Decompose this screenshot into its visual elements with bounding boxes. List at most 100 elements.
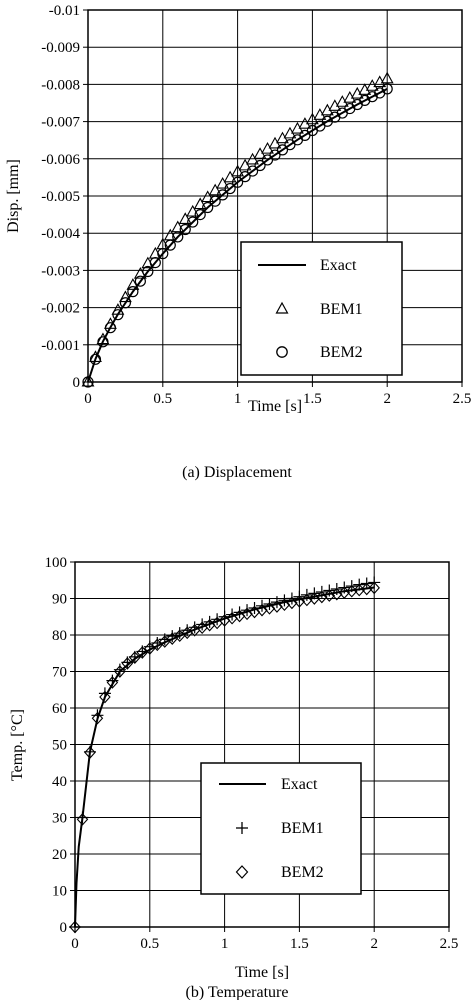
data-point-plus bbox=[285, 592, 298, 605]
x-tick-label: 0.5 bbox=[153, 391, 172, 407]
data-point-triangle bbox=[89, 350, 102, 362]
x-tick-label: 2 bbox=[383, 391, 391, 407]
x-tick-label: 2.5 bbox=[440, 936, 459, 952]
data-point-triangle bbox=[380, 71, 394, 84]
data-point-plus bbox=[278, 594, 291, 607]
data-point-circle bbox=[89, 353, 102, 365]
caption: (b) Temperature bbox=[186, 984, 289, 1000]
data-point-triangle bbox=[96, 332, 110, 345]
data-point-circle bbox=[246, 165, 259, 177]
data-point-triangle bbox=[201, 190, 215, 203]
y-tick-label: 100 bbox=[45, 555, 68, 571]
data-point-plus bbox=[263, 597, 276, 610]
data-point-circle bbox=[134, 275, 146, 287]
data-point-triangle bbox=[118, 290, 132, 303]
legend-exact-label: Exact bbox=[320, 257, 357, 274]
y-tick-label: -0.008 bbox=[41, 77, 80, 93]
y-tick-label: -0.005 bbox=[41, 189, 80, 205]
data-point-diamond bbox=[241, 607, 253, 621]
x-tick-label: 1.5 bbox=[290, 936, 309, 952]
data-point-circle bbox=[179, 223, 191, 236]
data-point-circle bbox=[217, 189, 229, 201]
series-line-exact bbox=[87, 87, 388, 383]
data-point-triangle bbox=[238, 158, 252, 171]
data-point-triangle bbox=[111, 303, 125, 315]
data-point-triangle bbox=[231, 164, 245, 177]
y-tick-label: 50 bbox=[52, 738, 67, 754]
series-bem2 bbox=[69, 581, 380, 934]
data-point-circle bbox=[269, 149, 281, 161]
series-bem1 bbox=[69, 576, 381, 933]
data-point-circle bbox=[276, 144, 289, 156]
x-tick-label: 0 bbox=[84, 391, 92, 407]
data-point-circle bbox=[172, 231, 184, 243]
legend-exact-label: Exact bbox=[281, 776, 318, 793]
x-tick-label: 1.5 bbox=[303, 391, 322, 407]
y-tick-label: 10 bbox=[52, 884, 67, 900]
data-point-diamond bbox=[136, 646, 149, 659]
data-point-diamond bbox=[263, 602, 276, 615]
caption: (a) Displacement bbox=[182, 464, 292, 481]
legend-bem2-label: BEM2 bbox=[281, 864, 324, 881]
data-point-diamond bbox=[144, 642, 156, 655]
x-tick-labels: 0 0.5 1 1.5 2 2.5 bbox=[84, 391, 471, 407]
y-tick-label: 90 bbox=[52, 592, 67, 608]
data-point-diamond bbox=[91, 711, 104, 725]
data-point-plus bbox=[270, 596, 283, 609]
y-axis-label: Temp. [°C] bbox=[9, 709, 26, 781]
data-point-diamond bbox=[121, 657, 134, 670]
y-tick-label: -0.007 bbox=[41, 115, 80, 131]
x-tick-label: 1 bbox=[221, 936, 229, 952]
data-point-diamond bbox=[106, 676, 119, 689]
data-point-triangle bbox=[246, 152, 259, 165]
data-point-circle bbox=[254, 159, 266, 172]
legend-bem2-label: BEM2 bbox=[320, 344, 363, 361]
data-point-circle bbox=[381, 83, 393, 95]
legend-triangle-marker bbox=[275, 301, 289, 314]
y-tick-label: -0.002 bbox=[41, 301, 80, 317]
y-tick-label: 80 bbox=[52, 628, 67, 644]
data-point-plus bbox=[91, 709, 104, 722]
data-point-circle bbox=[112, 309, 124, 321]
y-tick-label: 70 bbox=[52, 665, 67, 681]
data-point-plus bbox=[166, 630, 179, 643]
y-tick-label: 40 bbox=[52, 774, 67, 790]
legend: Exact BEM1 BEM2 bbox=[240, 241, 403, 376]
y-tick-labels: 0 10 20 30 40 50 60 70 80 90 100 bbox=[45, 555, 68, 936]
y-tick-labels: 0 -0.001 -0.002 -0.003 -0.004 -0.005 -0.006 -0.… bbox=[41, 3, 80, 391]
data-point-triangle bbox=[178, 212, 192, 224]
data-point-diamond bbox=[76, 813, 89, 826]
data-point-diamond bbox=[368, 581, 380, 595]
legend-plus-marker bbox=[236, 822, 248, 834]
data-point-plus bbox=[181, 624, 194, 637]
data-point-circle bbox=[164, 239, 176, 251]
y-tick-label: 0 bbox=[60, 920, 68, 936]
data-point-circle bbox=[104, 322, 117, 334]
y-tick-label: 30 bbox=[52, 811, 67, 827]
temperature-panel: 0 10 20 30 40 50 60 70 80 90 100 0 0.5 1 1.5 2 2.5 Time… bbox=[9, 555, 458, 1000]
series-bem2 bbox=[82, 83, 393, 388]
data-point-diamond bbox=[129, 651, 141, 664]
y-axis-label: Disp. [mm] bbox=[5, 159, 22, 233]
data-point-circle bbox=[224, 182, 236, 195]
data-point-diamond bbox=[256, 603, 268, 617]
data-point-circle bbox=[157, 248, 169, 260]
y-tick-label: 20 bbox=[52, 847, 67, 863]
data-point-diamond bbox=[248, 605, 261, 619]
data-point-circle bbox=[232, 176, 244, 188]
data-point-plus bbox=[188, 621, 201, 634]
x-tick-label: 2 bbox=[370, 936, 378, 952]
data-point-diamond bbox=[271, 600, 283, 613]
data-point-triangle bbox=[126, 278, 140, 290]
data-point-diamond bbox=[114, 665, 126, 678]
series-exact bbox=[87, 87, 388, 383]
data-point-triangle bbox=[186, 204, 200, 217]
data-point-circle bbox=[82, 376, 94, 388]
x-tick-labels: 0 0.5 1 1.5 2 2.5 bbox=[71, 936, 458, 952]
legend-bem1-label: BEM1 bbox=[281, 820, 324, 837]
data-point-diamond bbox=[99, 690, 111, 704]
y-tick-label: -0.001 bbox=[41, 338, 80, 354]
data-point-circle bbox=[209, 195, 221, 207]
x-tick-label: 0.5 bbox=[140, 936, 159, 952]
